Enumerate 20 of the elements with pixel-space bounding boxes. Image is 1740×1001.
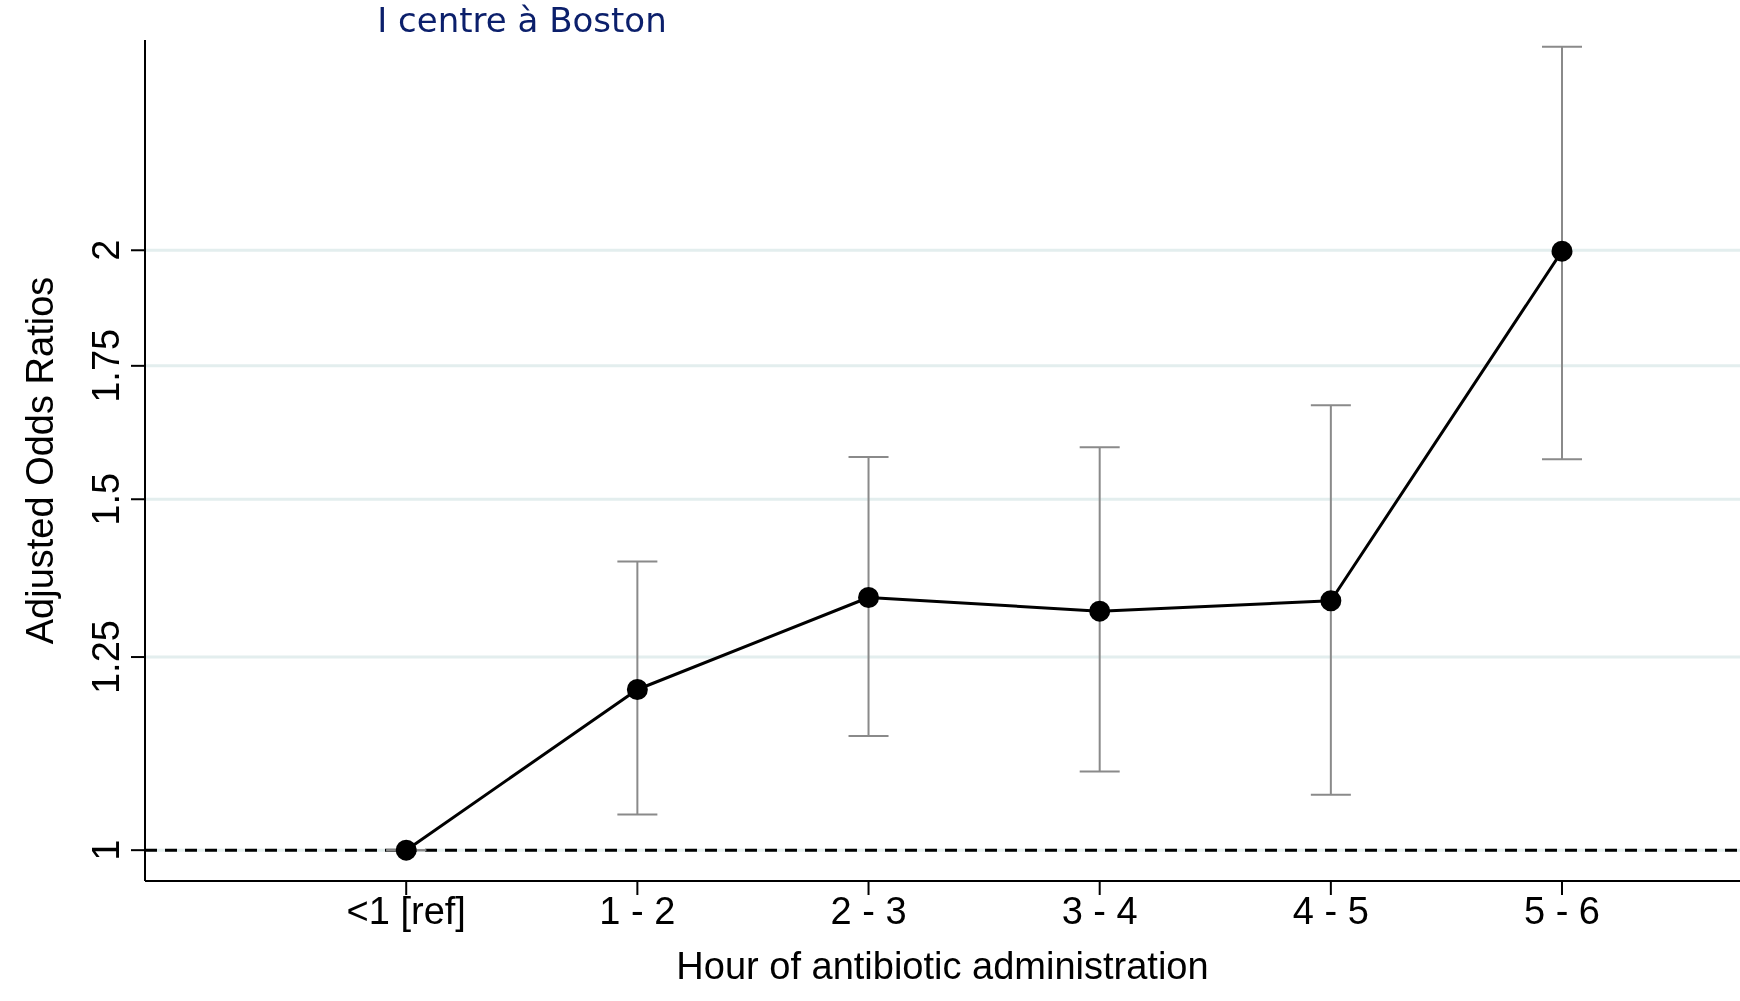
y-tick-label: 1.25 xyxy=(85,620,127,695)
point xyxy=(395,839,417,861)
x-axis-title: Hour of antibiotic administration xyxy=(676,945,1209,987)
point xyxy=(1089,600,1111,622)
point xyxy=(1320,590,1342,612)
x-tick-label: 5 - 6 xyxy=(1523,889,1601,932)
x-tick-label: 2 - 3 xyxy=(830,889,907,932)
y-tick-label: 1.75 xyxy=(85,328,127,403)
point xyxy=(1551,240,1573,262)
y-tick-label: 1 xyxy=(85,839,127,861)
x-tick-label: <1 [ref] xyxy=(346,889,466,932)
y-axis-title: Adjusted Odds Ratios xyxy=(19,276,62,645)
y-tick-label: 2 xyxy=(85,239,127,261)
x-tick-label: 1 - 2 xyxy=(599,889,676,932)
x-tick-label: 3 - 4 xyxy=(1061,889,1138,932)
point xyxy=(626,678,648,700)
point xyxy=(858,587,880,609)
annotation: I centre à Boston xyxy=(376,0,668,40)
y-tick-label: 1.5 xyxy=(85,472,127,526)
x-tick-label: 4 - 5 xyxy=(1292,889,1369,932)
